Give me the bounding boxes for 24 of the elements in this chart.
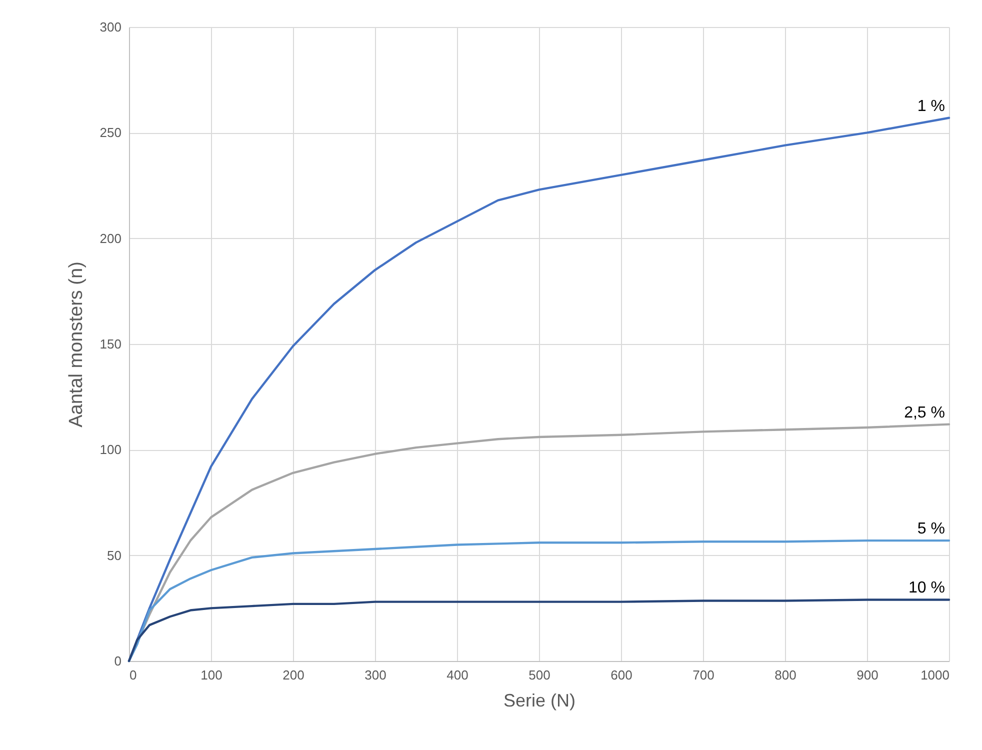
x-tick-label: 500 — [528, 668, 550, 682]
y-tick-label: 50 — [107, 548, 122, 563]
y-tick-label: 250 — [100, 125, 122, 140]
series-label: 5 % — [917, 520, 945, 538]
y-tick-label: 100 — [100, 442, 122, 458]
y-tick-label: 300 — [100, 20, 122, 34]
x-tick-label: 0 — [130, 668, 137, 682]
x-tick-label: 1000 — [920, 668, 950, 682]
x-tick-label: 800 — [774, 668, 796, 682]
y-tick-label: 200 — [100, 230, 122, 246]
series-label: 2,5 % — [904, 404, 945, 422]
x-tick-label: 200 — [282, 668, 304, 682]
y-axis-title: Aantal monsters (n) — [66, 262, 87, 428]
x-tick-label: 100 — [200, 668, 222, 682]
x-tick-label: 700 — [692, 668, 714, 682]
x-tick-label: 900 — [856, 668, 878, 682]
y-tick-label: 150 — [100, 336, 122, 352]
x-tick-label: 400 — [446, 668, 468, 682]
series-label: 10 % — [908, 580, 945, 597]
x-axis-title: Serie (N) — [503, 690, 576, 710]
x-tick-label: 300 — [364, 668, 386, 682]
y-tick-label: 0 — [114, 654, 122, 668]
series-label: 1 % — [917, 98, 945, 115]
x-tick-label: 600 — [610, 668, 632, 682]
